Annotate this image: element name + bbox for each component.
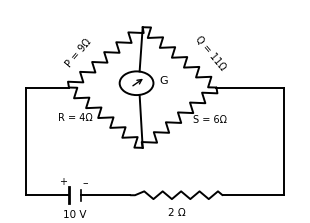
Text: R = 4Ω: R = 4Ω [58,113,92,123]
Text: G: G [160,76,168,86]
Text: +: + [60,177,68,187]
Text: 2 Ω: 2 Ω [168,208,185,218]
Text: Q = 11Ω: Q = 11Ω [193,34,228,72]
Text: P = 9Ω: P = 9Ω [64,37,93,69]
Text: 10 V: 10 V [63,210,87,220]
Text: S = 6Ω: S = 6Ω [193,115,227,125]
Text: –: – [83,178,88,188]
